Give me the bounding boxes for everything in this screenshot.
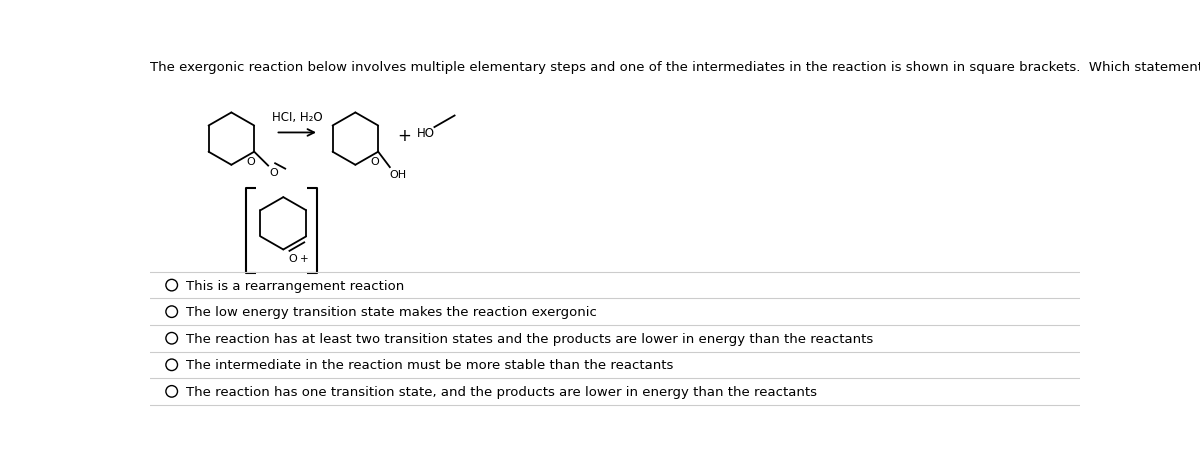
Text: O: O bbox=[370, 157, 379, 167]
Text: The exergonic reaction below involves multiple elementary steps and one of the i: The exergonic reaction below involves mu… bbox=[150, 61, 1200, 74]
Text: +: + bbox=[300, 253, 308, 263]
Text: O: O bbox=[269, 168, 277, 178]
Text: The reaction has at least two transition states and the products are lower in en: The reaction has at least two transition… bbox=[186, 332, 872, 345]
Text: This is a rearrangement reaction: This is a rearrangement reaction bbox=[186, 279, 404, 292]
Text: O: O bbox=[288, 254, 296, 264]
Text: HCI, H₂O: HCI, H₂O bbox=[272, 111, 323, 124]
Text: O: O bbox=[246, 157, 254, 167]
Text: OH: OH bbox=[390, 170, 407, 180]
Text: The intermediate in the reaction must be more stable than the reactants: The intermediate in the reaction must be… bbox=[186, 358, 673, 371]
Text: The low energy transition state makes the reaction exergonic: The low energy transition state makes th… bbox=[186, 306, 596, 319]
Text: +: + bbox=[397, 126, 412, 144]
Text: The reaction has one transition state, and the products are lower in energy than: The reaction has one transition state, a… bbox=[186, 385, 817, 398]
Text: HO: HO bbox=[418, 127, 436, 140]
